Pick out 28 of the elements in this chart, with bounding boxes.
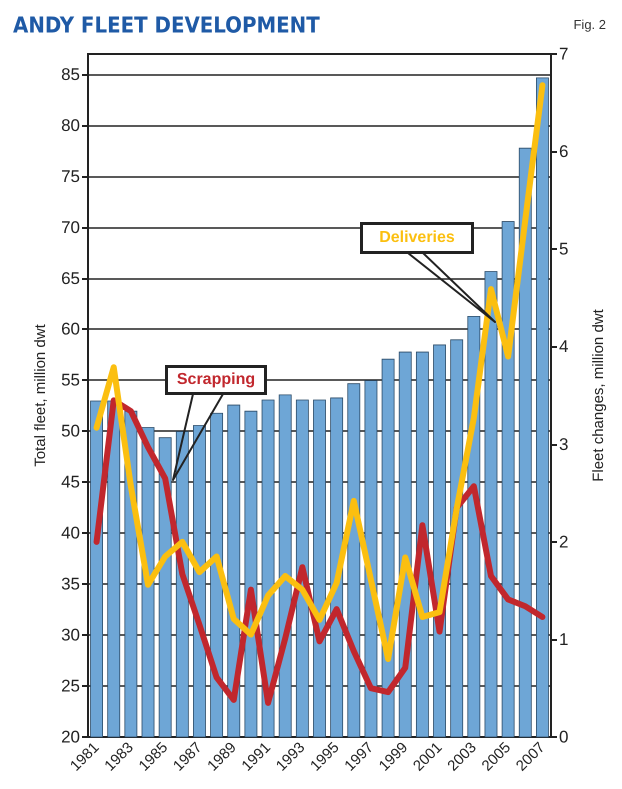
y2-tick-label: 1 <box>559 630 568 649</box>
y-tick-label: 75 <box>61 166 80 186</box>
chart-title: ANDY FLEET DEVELOPMENT <box>13 14 320 38</box>
y-tick-label: 40 <box>61 524 80 543</box>
y-tick-label: 35 <box>61 574 80 594</box>
y-tick-label: 30 <box>61 626 80 645</box>
y-axis-title: Total fleet, million dwt <box>32 323 49 467</box>
y-tick-label: 25 <box>61 676 80 696</box>
y2-tick-label: 4 <box>559 337 568 356</box>
y2-tick-label: 6 <box>559 142 568 162</box>
y-tick-label: 55 <box>61 370 80 390</box>
y-tick-label: 70 <box>61 218 80 237</box>
caption: Fig. 2 <box>573 17 606 32</box>
y-tick-label: 65 <box>61 268 80 288</box>
text: Scrapping <box>165 365 267 395</box>
y-tick-label: 20 <box>61 728 80 746</box>
y2-tick-label: 2 <box>559 532 568 552</box>
y2-tick-label: 7 <box>559 44 568 64</box>
y2-tick-label: 0 <box>559 728 568 746</box>
y2-tick-label: 5 <box>559 240 568 259</box>
y2-tick-label: 3 <box>559 434 568 454</box>
y-tick-label: 85 <box>61 64 80 84</box>
y-tick-label: 45 <box>61 472 80 492</box>
text: Deliveries <box>360 222 474 254</box>
y-tick-label: 80 <box>61 116 80 135</box>
y2-axis-title: Fleet changes, million dwt <box>590 308 607 482</box>
y-tick-label: 50 <box>61 422 80 441</box>
y-tick-label: 60 <box>61 320 80 339</box>
